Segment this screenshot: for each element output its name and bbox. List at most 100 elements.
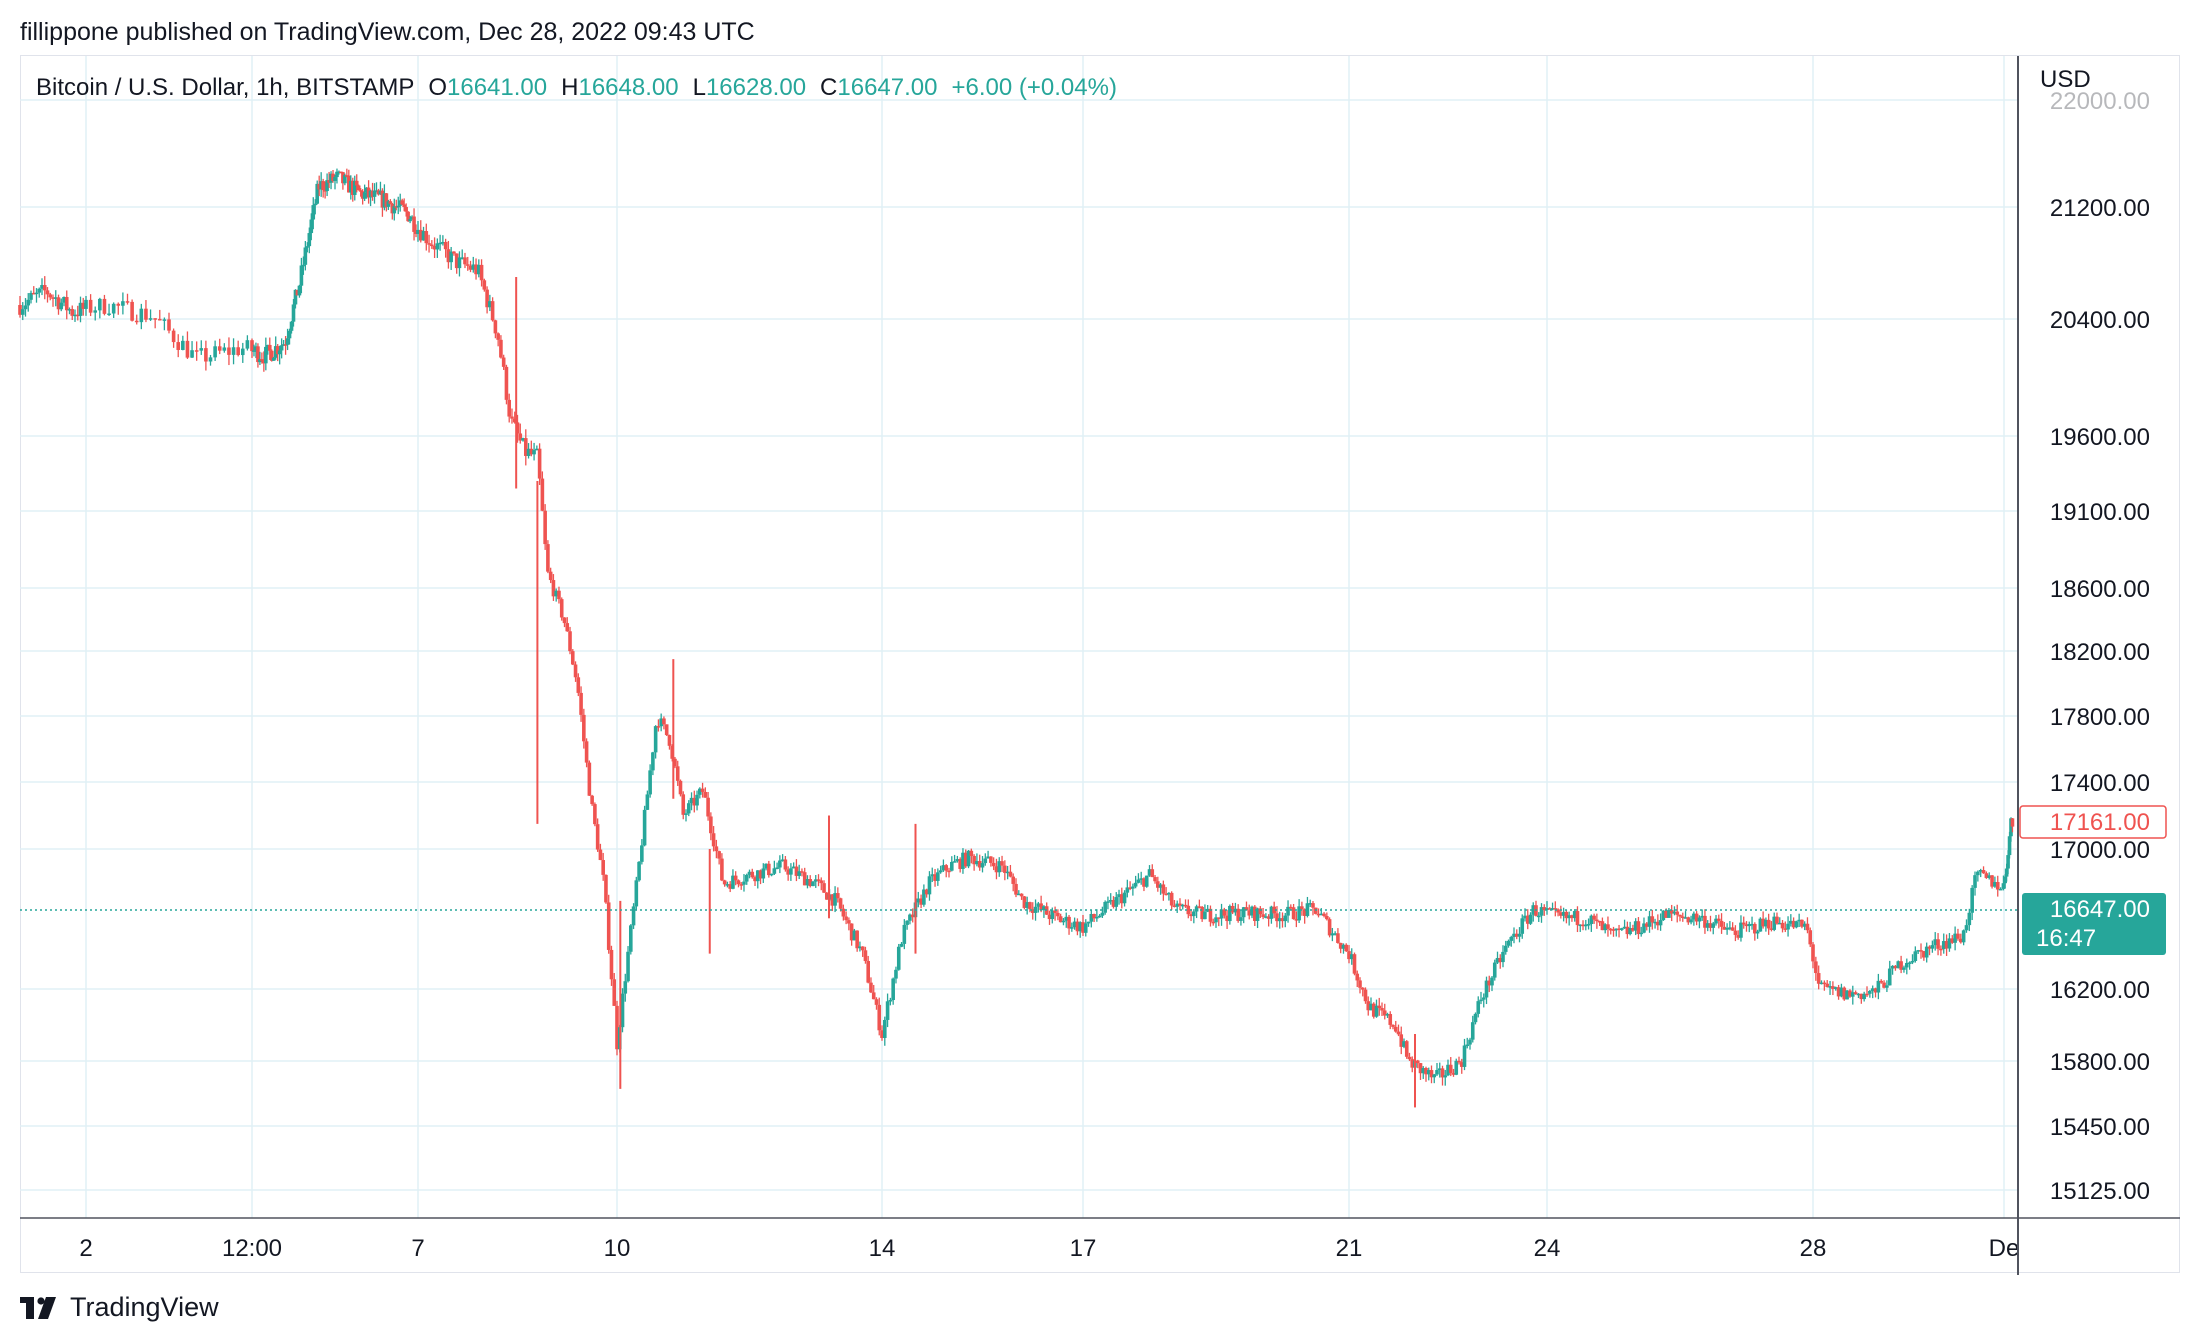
candle-body — [769, 873, 774, 876]
candle-body — [1000, 861, 1004, 866]
candle-body — [675, 766, 680, 781]
y-tick-label: 17000.00 — [2050, 837, 2150, 864]
candle-body — [1995, 882, 2000, 890]
tradingview-logo[interactable]: TradingView — [20, 1292, 219, 1323]
candle-body — [1978, 870, 1983, 872]
candle-body — [254, 346, 258, 351]
candle-body — [297, 285, 302, 296]
candle-body — [562, 617, 567, 624]
candle-body — [421, 231, 426, 241]
candle-body — [1744, 924, 1749, 927]
candle-body — [1393, 1026, 1398, 1032]
candle-body — [1506, 940, 1511, 946]
candle-body — [386, 201, 391, 207]
candle-body — [273, 346, 278, 358]
candle-body — [1922, 951, 1926, 958]
candle-body — [780, 859, 785, 861]
candle-body — [1277, 918, 1282, 922]
candle-body — [1936, 939, 1940, 949]
candle-body — [1363, 989, 1368, 1002]
candle-body — [1561, 911, 1566, 916]
candle-body — [1114, 897, 1119, 907]
candle-body — [1747, 923, 1752, 927]
close-group: C 16647.00 — [820, 74, 938, 101]
x-tick-label: 2 — [79, 1235, 92, 1262]
candle-body — [1313, 907, 1318, 914]
candle-body — [305, 246, 310, 248]
candle-body — [678, 780, 683, 795]
candle-body — [910, 914, 915, 918]
candle-body — [1371, 1003, 1376, 1017]
candle-body — [1465, 1044, 1470, 1047]
candle-body — [1454, 1060, 1459, 1075]
candle-body — [394, 206, 399, 208]
candle-body — [23, 305, 28, 310]
candle-body — [811, 881, 815, 887]
candle-body — [98, 298, 102, 311]
candle-body — [604, 874, 608, 903]
candle-body — [1924, 946, 1929, 958]
candle-body — [1355, 973, 1360, 981]
candle-body — [157, 318, 162, 321]
candle-body — [1136, 879, 1141, 883]
candle-body — [880, 1030, 884, 1038]
candle-body — [1697, 917, 1702, 922]
chart-grid — [20, 56, 2018, 1218]
candle-body — [356, 185, 361, 191]
candle-body — [532, 450, 536, 455]
candle-body — [1330, 933, 1335, 936]
symbol-label[interactable]: Bitcoin / U.S. Dollar, 1h, BITSTAMP — [36, 74, 415, 101]
candle-body — [414, 231, 418, 235]
candle-body — [1633, 921, 1638, 931]
candle-body — [1664, 910, 1668, 918]
candle-body — [1868, 990, 1872, 994]
candle-body — [1161, 884, 1166, 894]
candle-body — [1893, 965, 1898, 969]
candle-body — [1192, 911, 1196, 917]
candle-body — [1764, 919, 1768, 927]
candle-body — [269, 350, 274, 361]
marker-price-label: 17161.00 — [2050, 809, 2150, 836]
candle-body — [711, 833, 716, 847]
candle-body — [62, 296, 66, 303]
candle-body — [499, 339, 503, 358]
candle-body — [634, 880, 639, 907]
candle-body — [291, 304, 296, 322]
candle-body — [1495, 957, 1500, 963]
candle-body — [1700, 915, 1704, 918]
candle-body — [1349, 954, 1354, 960]
candle-body — [1053, 910, 1057, 913]
candle-body — [653, 726, 658, 753]
candle-body — [148, 318, 153, 320]
candle-body — [1750, 923, 1754, 926]
candle-body — [813, 879, 818, 882]
candle-body — [1714, 918, 1718, 924]
candle-body — [1319, 913, 1324, 916]
candle-body — [1775, 916, 1779, 924]
candle-body — [362, 192, 367, 199]
y-tick-label: 18200.00 — [2050, 639, 2150, 666]
candle-body — [1964, 925, 1969, 931]
publisher-line: fillippone published on TradingView.com,… — [20, 18, 755, 46]
candle-body — [543, 510, 547, 545]
candle-body — [1736, 934, 1740, 938]
candle-body — [311, 205, 316, 220]
candle-body — [595, 824, 600, 850]
candle-body — [1061, 920, 1066, 923]
candle-body — [1255, 908, 1260, 921]
candle-body — [48, 294, 53, 298]
candle-body — [833, 893, 837, 906]
candle-body — [1772, 916, 1777, 930]
candle-body — [245, 340, 250, 349]
candle-body — [392, 206, 397, 214]
candle-body — [1283, 915, 1288, 922]
currency-label[interactable]: USD — [2040, 66, 2091, 93]
candle-body — [1586, 924, 1591, 926]
candle-body — [1236, 908, 1240, 921]
candle-body — [1976, 871, 1980, 876]
x-tick-label: 17 — [1070, 1235, 1097, 1262]
candle-body — [1930, 945, 1935, 949]
candle-body — [93, 310, 98, 313]
candle-body — [287, 330, 292, 339]
